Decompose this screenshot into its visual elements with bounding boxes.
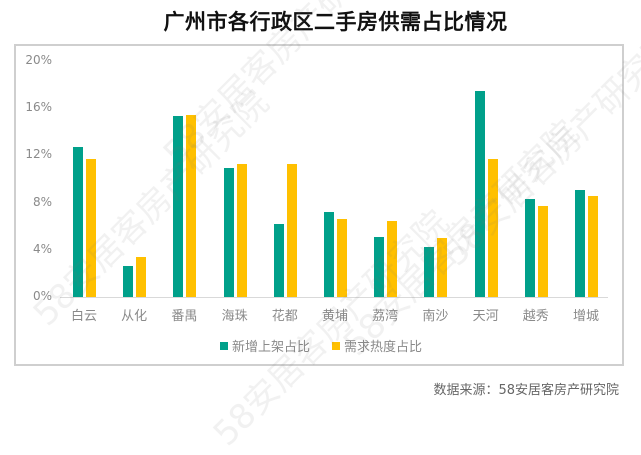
x-tick-label: 从化 xyxy=(121,309,148,324)
y-tick-label: 8% xyxy=(32,194,52,209)
legend-label-demand: 需求热度占比 xyxy=(344,340,423,355)
y-tick-label: 4% xyxy=(32,241,52,256)
x-tick-label: 花都 xyxy=(271,309,298,324)
bar-demand xyxy=(387,221,398,297)
x-tick-label: 海珠 xyxy=(221,309,248,324)
bar-demand xyxy=(136,256,147,297)
x-tick-label: 天河 xyxy=(472,309,499,324)
bar-supply xyxy=(123,266,134,297)
bar-supply xyxy=(474,90,485,297)
bar-supply xyxy=(374,236,385,297)
x-tick-label: 越秀 xyxy=(522,309,549,324)
bar-supply xyxy=(273,223,284,297)
bar-demand xyxy=(286,163,297,297)
x-tick-label: 白云 xyxy=(70,309,97,324)
x-tick-label: 番禺 xyxy=(171,309,198,324)
bar-supply xyxy=(73,147,83,297)
x-tick-label: 黄埔 xyxy=(321,309,348,324)
x-tick-label: 增城 xyxy=(572,309,599,324)
legend-label-supply: 新增上架占比 xyxy=(232,340,311,355)
y-tick-label: 0% xyxy=(32,289,52,303)
x-axis-line xyxy=(60,297,608,298)
bar-supply xyxy=(524,199,535,297)
data-source: 数据来源：58安居客房产研究院 xyxy=(433,383,619,398)
chart-title: 广州市各行政区二手房供需占比情况 xyxy=(163,10,508,34)
legend-item-demand: 需求热度占比 xyxy=(332,336,422,355)
bar-demand xyxy=(487,158,498,297)
chart-frame xyxy=(14,44,624,366)
legend-item-supply: 新增上架占比 xyxy=(220,336,310,355)
bar-demand xyxy=(337,219,347,297)
bar-demand xyxy=(437,238,448,297)
bar-supply xyxy=(575,189,585,297)
bar-demand xyxy=(186,115,197,297)
x-tick-label: 荔湾 xyxy=(372,309,399,324)
bar-demand xyxy=(537,206,548,297)
bar-supply xyxy=(424,247,435,297)
y-tick-label: 16% xyxy=(25,100,52,115)
bar-demand xyxy=(588,195,598,297)
bar-supply xyxy=(324,212,334,297)
legend-swatch-supply xyxy=(220,341,228,350)
y-tick-label: 20% xyxy=(25,53,52,67)
legend-swatch-demand xyxy=(332,341,341,350)
bar-supply xyxy=(173,116,184,297)
bar-supply xyxy=(223,168,234,297)
bar-demand xyxy=(236,163,247,297)
x-tick-label: 南沙 xyxy=(422,309,449,324)
y-tick-label: 12% xyxy=(25,147,52,162)
bar-demand xyxy=(86,158,96,297)
legend: 新增上架占比 需求热度占比 xyxy=(220,336,422,355)
